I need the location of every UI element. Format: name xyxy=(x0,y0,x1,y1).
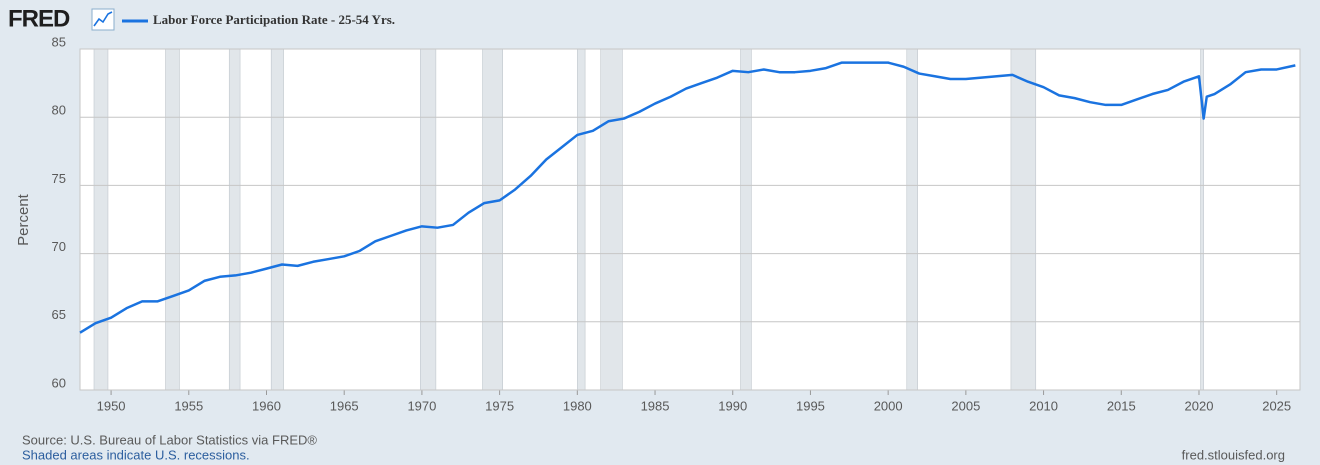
logo-icon xyxy=(91,8,115,31)
y-tick-label: 75 xyxy=(52,171,66,186)
y-tick-label: 65 xyxy=(52,307,66,322)
x-tick-label: 1985 xyxy=(641,398,670,413)
series-line xyxy=(79,61,1296,334)
x-tick-label: 1995 xyxy=(796,398,825,413)
x-tick-label: 1990 xyxy=(718,398,747,413)
x-tick-label: 1975 xyxy=(485,398,514,413)
x-tick-label: 1955 xyxy=(174,398,203,413)
recession-band xyxy=(600,48,623,391)
url: fred.stlouisfed.org xyxy=(1182,447,1285,462)
recession-band xyxy=(1010,48,1037,391)
x-tick-label: 1980 xyxy=(563,398,592,413)
y-tick-label: 60 xyxy=(52,375,66,390)
x-tick-label: 2005 xyxy=(951,398,980,413)
x-tick-label: 2020 xyxy=(1185,398,1214,413)
x-tick-label: 2015 xyxy=(1107,398,1136,413)
recession-band xyxy=(228,48,241,391)
recession-band xyxy=(482,48,503,391)
x-tick-label: 1965 xyxy=(330,398,359,413)
x-tick-label: 1960 xyxy=(252,398,281,413)
recession-band xyxy=(740,48,752,391)
note: Shaded areas indicate U.S. recessions. xyxy=(22,447,250,462)
y-tick-label: 85 xyxy=(52,34,66,49)
plot-area xyxy=(80,49,1300,390)
y-tick-label: 80 xyxy=(52,103,66,118)
recession-band xyxy=(270,48,284,391)
x-tick-label: 1970 xyxy=(407,398,436,413)
legend-label: Labor Force Participation Rate - 25-54 Y… xyxy=(153,12,395,27)
y-axis-label: Percent xyxy=(15,193,32,246)
recession-band xyxy=(165,48,180,391)
x-tick-label: 2000 xyxy=(874,398,903,413)
logo: FRED xyxy=(8,5,70,32)
source: Source: U.S. Bureau of Labor Statistics … xyxy=(22,432,317,447)
recession-band xyxy=(906,48,918,391)
y-tick-label: 70 xyxy=(52,239,66,254)
plot-border xyxy=(79,48,1301,391)
recession-band xyxy=(93,48,109,391)
x-tick-label: 2025 xyxy=(1262,398,1291,413)
recession-band xyxy=(577,48,586,391)
x-tick-label: 1950 xyxy=(97,398,126,413)
recession-band xyxy=(420,48,437,391)
x-tick-label: 2010 xyxy=(1029,398,1058,413)
